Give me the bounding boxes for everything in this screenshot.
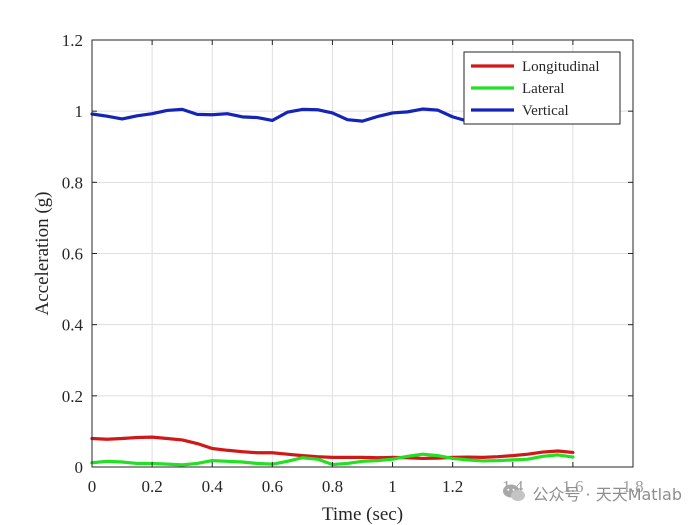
y-tick-label: 0: [75, 458, 84, 477]
x-tick-label: 0.2: [141, 477, 162, 496]
legend-label-vertical: Vertical: [522, 103, 569, 119]
x-tick-label: 0: [88, 477, 97, 496]
legend-label-lateral: Lateral: [522, 81, 564, 97]
y-axis-label: Acceleration (g): [32, 192, 53, 316]
x-tick-label: 0.4: [202, 477, 224, 496]
legend-label-longitudinal: Longitudinal: [522, 59, 600, 75]
x-tick-label: 1.2: [442, 477, 463, 496]
series-line-longitudinal: [90, 435, 575, 461]
x-tick-label: 0.8: [322, 477, 343, 496]
watermark-text: 公众号 · 天天Matlab: [532, 485, 682, 504]
y-tick-label: 1: [75, 102, 84, 121]
y-tick-label: 1.2: [62, 31, 83, 50]
y-tick-label: 0.6: [62, 245, 83, 264]
x-tick-label: 0.6: [262, 477, 283, 496]
tick-marks: [91, 39, 634, 468]
legend: Longitudinal Lateral Vertical: [463, 51, 621, 125]
x-tick-label: 1: [388, 477, 397, 496]
x-axis-label: Time (sec): [322, 504, 403, 525]
wechat-icon: [503, 484, 526, 501]
y-tick-label: 0.8: [62, 173, 83, 192]
y-tick-label: 0.4: [62, 316, 84, 335]
watermark: 公众号 · 天天Matlab: [498, 481, 686, 505]
y-tick-label: 0.2: [62, 387, 83, 406]
y-tick-labels: 0 0.2 0.4 0.6 0.8 1 1.2: [62, 31, 84, 477]
